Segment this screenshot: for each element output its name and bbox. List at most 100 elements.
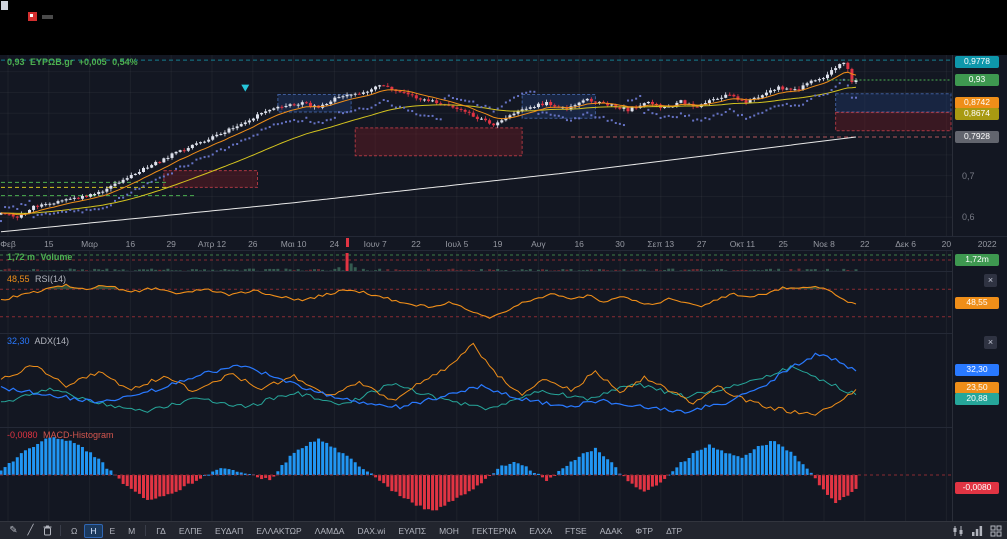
time-label: 16 — [125, 239, 136, 249]
adx-value: 32,30 — [7, 336, 30, 346]
symbol-tab[interactable]: ΕΛΧΑ — [529, 525, 552, 536]
price-axis-label: 0,6 — [962, 212, 975, 223]
adx-name: ADX(14) — [34, 336, 70, 346]
rsi-pane[interactable]: 48,55 RSI(14) — [0, 271, 952, 334]
macd-chart[interactable] — [0, 428, 952, 522]
macd-legend[interactable]: -0,0080 MACD-Histogram — [7, 430, 117, 440]
symbol-tab[interactable]: DAX.wi — [357, 525, 386, 536]
symbol-tab[interactable]: ΓΕΚΤΕΡΝΑ — [471, 525, 517, 536]
time-label: Οκτ 11 — [729, 239, 756, 249]
histogram-icon[interactable] — [971, 525, 983, 537]
price-axis-strip[interactable]: 0,9778 0,93 0,8742 0,8674 0,7928 0,7 0,6 1,72m 4… — [952, 55, 1007, 521]
adx-value-badge[interactable]: 23,50 — [955, 382, 999, 395]
time-label: 15 — [44, 239, 54, 249]
toolbar-separator — [60, 525, 61, 536]
time-label: 24 — [329, 239, 340, 249]
symbol-legend[interactable]: 0,93 EYPΩB.gr +0,005 0,54% — [7, 57, 141, 67]
time-label: 2022 — [977, 239, 997, 249]
timeframe-tab-Μ[interactable]: Μ — [128, 525, 136, 536]
rsi-value: 48,55 — [7, 274, 30, 284]
adx-chart[interactable] — [0, 334, 952, 428]
adx-value-badge[interactable]: 20,88 — [955, 393, 999, 406]
macd-pane[interactable]: -0,0080 MACD-Histogram — [0, 427, 952, 522]
price-change: +0,005 — [78, 57, 107, 67]
volume-legend[interactable]: 1,72 m Volume — [7, 252, 75, 262]
symbol-tabs: ΓΔ ΕΛΠΕ ΕΥΔΑΠ ΕΛΛΑΚΤΩΡ ΛΑΜΔΑ DAX.wi ΕΥΑΠΣ ΜΟΗ ΓΕ… — [150, 524, 688, 538]
time-label: Ιουλ 5 — [445, 239, 469, 249]
titlebar — [0, 0, 1007, 55]
volume-chart[interactable] — [0, 251, 952, 272]
rsi-value-badge[interactable]: 48,55 — [955, 296, 999, 309]
time-label: Νοε 8 — [813, 239, 835, 249]
window-glyph — [1, 1, 8, 10]
timeframe-tab-Η[interactable]: Η — [84, 523, 103, 538]
volume-pane[interactable]: 1,72 m Volume — [0, 250, 952, 272]
price-badge[interactable]: 0,8742 — [955, 97, 999, 109]
price-chart[interactable] — [0, 55, 952, 236]
time-label: 30 — [615, 239, 625, 249]
price-badge[interactable]: 0,8674 — [955, 108, 999, 120]
symbol-name: EYPΩB.gr — [30, 57, 74, 67]
symbol-tab[interactable]: ΕΛΠΕ — [178, 525, 203, 536]
volume-value: 1,72 m — [7, 252, 36, 262]
symbol-tab[interactable]: ΜΟΗ — [439, 525, 459, 536]
candlestick-icon[interactable] — [952, 525, 964, 537]
price-badge[interactable]: 0,93 — [955, 73, 999, 86]
rsi-legend[interactable]: 48,55 RSI(14) — [7, 274, 69, 284]
time-label: Αυγ — [531, 239, 546, 249]
symbol-tab[interactable]: ΓΔ — [156, 525, 166, 536]
volume-label: Volume — [40, 252, 73, 262]
time-label: Ιουν 7 — [363, 239, 387, 249]
symbol-tab[interactable]: ΕΛΛΑΚΤΩΡ — [256, 525, 302, 536]
rsi-chart[interactable] — [0, 272, 952, 334]
rsi-name: RSI(14) — [35, 274, 67, 284]
rsi-close-button[interactable]: × — [984, 274, 997, 287]
pencil-icon[interactable]: ✎ — [9, 525, 18, 536]
symbol-tab[interactable]: ΔΤΡ — [666, 525, 683, 536]
price-change-pct: 0,54% — [112, 57, 138, 67]
symbol-tab[interactable]: ΕΥΔΑΠ — [215, 525, 244, 536]
adx-close-button[interactable]: × — [984, 336, 997, 349]
line-tool-icon[interactable]: ╱ — [27, 525, 34, 536]
time-label: 16 — [574, 239, 584, 249]
volume-badge[interactable]: 1,72m — [955, 254, 999, 266]
time-label: 22 — [411, 239, 421, 249]
timeframe-tab-Ε[interactable]: Ε — [109, 525, 116, 536]
toolbar-right-icons — [952, 525, 1002, 537]
last-price: 0,93 — [7, 57, 25, 67]
time-label: 26 — [248, 239, 258, 249]
timeframe-tab-Ω[interactable]: Ω — [71, 525, 78, 536]
grid-icon[interactable] — [990, 525, 1002, 537]
symbol-tab[interactable]: FTSE — [564, 525, 587, 536]
adx-legend[interactable]: 32,30 ADX(14) — [7, 336, 72, 346]
macd-name: MACD-Histogram — [43, 430, 114, 440]
time-label: 19 — [492, 239, 503, 249]
symbol-tab[interactable]: ΕΥΑΠΣ — [398, 525, 427, 536]
time-axis[interactable]: Φεβ 15 Μαρ 16 29 Απρ 12 26 Μαι 10 24 Ιουν 7 22 Ιουλ… — [0, 236, 1007, 250]
symbol-tab[interactable]: ΑΔΑΚ — [599, 525, 623, 536]
time-label: Δεκ 6 — [895, 239, 916, 249]
chart-background — [0, 55, 1007, 521]
symbol-tab[interactable]: ΦΤΡ — [635, 525, 654, 536]
time-label: 25 — [778, 239, 788, 249]
time-label: 22 — [860, 239, 870, 249]
time-label: 20 — [941, 239, 952, 249]
time-label: Σεπ 13 — [647, 239, 675, 249]
time-label: 27 — [696, 239, 707, 249]
adx-pane[interactable]: 32,30 ADX(14) — [0, 333, 952, 428]
trash-icon[interactable] — [39, 523, 56, 538]
menu-glyph — [42, 15, 53, 19]
price-pane[interactable]: 0,93 EYPΩB.gr +0,005 0,54% — [0, 55, 952, 236]
time-label: Φεβ — [0, 239, 16, 249]
adx-value-badge[interactable]: 32,30 — [955, 363, 999, 376]
price-badge[interactable]: 0,7928 — [955, 131, 999, 143]
app-icon[interactable] — [28, 12, 37, 21]
symbol-tab[interactable]: ΛΑΜΔΑ — [314, 525, 345, 536]
macd-value-badge[interactable]: -0,0080 — [955, 481, 999, 494]
price-axis-label: 0,7 — [962, 170, 975, 181]
toolbar-separator — [145, 525, 147, 536]
price-badge[interactable]: 0,9778 — [955, 56, 999, 68]
